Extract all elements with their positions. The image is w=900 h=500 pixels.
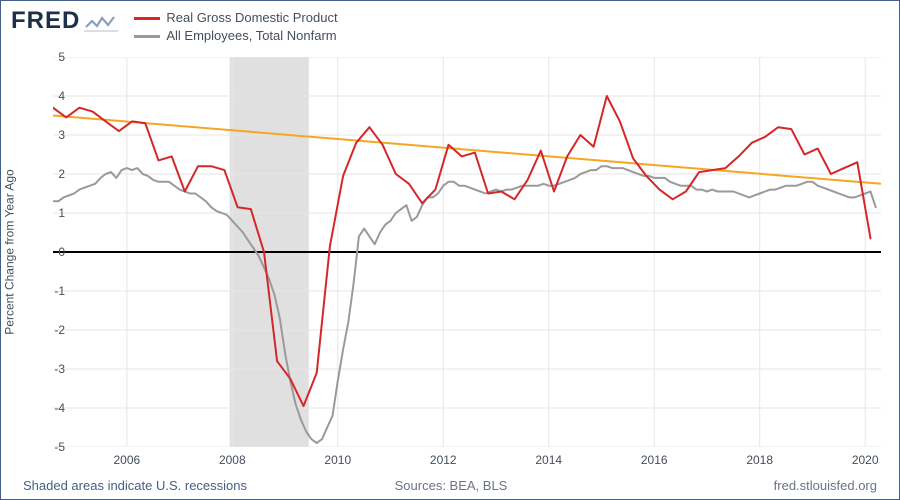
ytick-label: 0 bbox=[41, 245, 65, 259]
legend-label-emp: All Employees, Total Nonfarm bbox=[166, 27, 336, 45]
ytick-label: -4 bbox=[41, 401, 65, 415]
chart-container: FRED Real Gross Domestic Product All Emp… bbox=[0, 0, 900, 500]
legend-item-emp: All Employees, Total Nonfarm bbox=[134, 27, 337, 45]
xtick-label: 2018 bbox=[746, 453, 773, 467]
chart-header: FRED Real Gross Domestic Product All Emp… bbox=[11, 7, 338, 45]
xtick-label: 2006 bbox=[113, 453, 140, 467]
y-axis-label: Percent Change from Year Ago bbox=[3, 169, 17, 334]
sources-note: Sources: BEA, BLS bbox=[1, 478, 900, 493]
legend-item-gdp: Real Gross Domestic Product bbox=[134, 9, 337, 27]
xtick-label: 2008 bbox=[219, 453, 246, 467]
ytick-label: 2 bbox=[41, 167, 65, 181]
ytick-label: 5 bbox=[41, 50, 65, 64]
legend-swatch-gdp bbox=[134, 17, 160, 20]
ytick-label: 3 bbox=[41, 128, 65, 142]
xtick-label: 2020 bbox=[852, 453, 879, 467]
y-axis-label-wrap: Percent Change from Year Ago bbox=[1, 57, 19, 447]
legend: Real Gross Domestic Product All Employee… bbox=[134, 9, 337, 45]
fred-logo-icon bbox=[84, 13, 120, 33]
ytick-label: -1 bbox=[41, 284, 65, 298]
legend-swatch-emp bbox=[134, 35, 160, 38]
chart-svg bbox=[53, 57, 881, 447]
fred-logo-text: FRED bbox=[11, 7, 80, 35]
ytick-label: 4 bbox=[41, 89, 65, 103]
legend-label-gdp: Real Gross Domestic Product bbox=[166, 9, 337, 27]
xtick-label: 2014 bbox=[535, 453, 562, 467]
xtick-label: 2012 bbox=[430, 453, 457, 467]
plot-area bbox=[53, 57, 881, 447]
xtick-label: 2016 bbox=[641, 453, 668, 467]
ytick-label: 1 bbox=[41, 206, 65, 220]
site-note: fred.stlouisfed.org bbox=[774, 478, 877, 493]
ytick-label: -3 bbox=[41, 362, 65, 376]
ytick-label: -2 bbox=[41, 323, 65, 337]
ytick-label: -5 bbox=[41, 440, 65, 454]
xtick-label: 2010 bbox=[324, 453, 351, 467]
